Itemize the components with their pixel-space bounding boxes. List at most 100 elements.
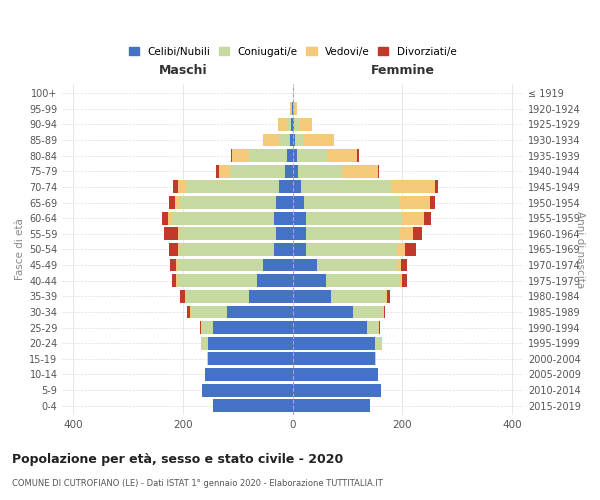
Bar (358, 149, 359, 162)
Bar (216, 165, 219, 177)
Bar (287, 149, 293, 162)
Bar (403, 212, 424, 224)
Bar (227, 306, 293, 318)
Bar (436, 180, 438, 194)
Bar (291, 118, 293, 131)
Bar (162, 212, 168, 224)
Bar (295, 118, 299, 131)
Bar (293, 290, 331, 302)
Bar (178, 274, 257, 287)
Bar (186, 290, 249, 302)
Bar (219, 165, 230, 177)
Bar (301, 180, 391, 194)
Bar (230, 165, 284, 177)
Bar (293, 306, 353, 318)
Bar (298, 165, 342, 177)
Bar (400, 228, 413, 240)
Bar (279, 180, 293, 194)
Bar (378, 321, 379, 334)
Bar (397, 258, 401, 272)
Bar (208, 337, 293, 349)
Bar (293, 321, 367, 334)
Bar (185, 290, 186, 302)
Bar (424, 212, 431, 224)
Bar (201, 337, 202, 349)
Bar (181, 243, 274, 256)
Bar (400, 274, 403, 287)
Bar (274, 243, 293, 256)
Bar (168, 212, 172, 224)
Bar (317, 258, 397, 272)
Bar (299, 118, 313, 131)
Bar (293, 368, 378, 381)
Bar (278, 118, 287, 131)
Bar (176, 274, 178, 287)
Bar (276, 196, 293, 209)
Bar (328, 149, 358, 162)
Bar (202, 337, 208, 349)
Bar (383, 306, 385, 318)
Bar (430, 196, 436, 209)
Y-axis label: Anni di nascita: Anni di nascita (575, 211, 585, 288)
Bar (291, 102, 292, 115)
Bar (274, 212, 293, 224)
Bar (405, 243, 416, 256)
Text: COMUNE DI CUTROFIANO (LE) - Dati ISTAT 1° gennaio 2020 - Elaborazione TUTTITALIA: COMUNE DI CUTROFIANO (LE) - Dati ISTAT 1… (12, 479, 383, 488)
Bar (181, 196, 276, 209)
Bar (307, 212, 403, 224)
Bar (293, 102, 295, 115)
Bar (386, 290, 387, 302)
Bar (304, 196, 400, 209)
Bar (397, 243, 405, 256)
Bar (295, 102, 297, 115)
Bar (307, 228, 400, 240)
Bar (400, 196, 430, 209)
Bar (367, 321, 378, 334)
Bar (232, 149, 249, 162)
Bar (331, 290, 386, 302)
Bar (293, 149, 297, 162)
Bar (295, 134, 304, 146)
Bar (293, 165, 298, 177)
Bar (293, 212, 307, 224)
Bar (342, 165, 378, 177)
Bar (379, 321, 380, 334)
Bar (169, 243, 178, 256)
Bar (387, 290, 390, 302)
Bar (178, 243, 181, 256)
Bar (403, 274, 407, 287)
Bar (172, 212, 274, 224)
Bar (202, 321, 213, 334)
Bar (169, 196, 175, 209)
Bar (378, 165, 379, 177)
Bar (304, 134, 334, 146)
Bar (293, 258, 317, 272)
Bar (287, 118, 291, 131)
Bar (375, 337, 380, 349)
Bar (213, 321, 293, 334)
Bar (284, 165, 293, 177)
Text: Maschi: Maschi (159, 64, 208, 78)
Bar (293, 352, 375, 366)
Bar (205, 368, 293, 381)
Bar (413, 228, 422, 240)
Bar (249, 290, 293, 302)
Bar (263, 134, 279, 146)
Bar (391, 180, 436, 194)
Bar (201, 321, 202, 334)
Bar (290, 102, 291, 115)
Bar (290, 134, 293, 146)
Bar (293, 118, 295, 131)
Bar (263, 258, 293, 272)
Bar (178, 258, 263, 272)
Bar (175, 196, 181, 209)
Text: Femmine: Femmine (370, 64, 434, 78)
Bar (293, 228, 307, 240)
Text: Popolazione per età, sesso e stato civile - 2020: Popolazione per età, sesso e stato civil… (12, 452, 343, 466)
Bar (181, 228, 276, 240)
Bar (249, 149, 287, 162)
Bar (293, 180, 301, 194)
Bar (293, 134, 295, 146)
Bar (279, 134, 290, 146)
Bar (375, 352, 376, 366)
